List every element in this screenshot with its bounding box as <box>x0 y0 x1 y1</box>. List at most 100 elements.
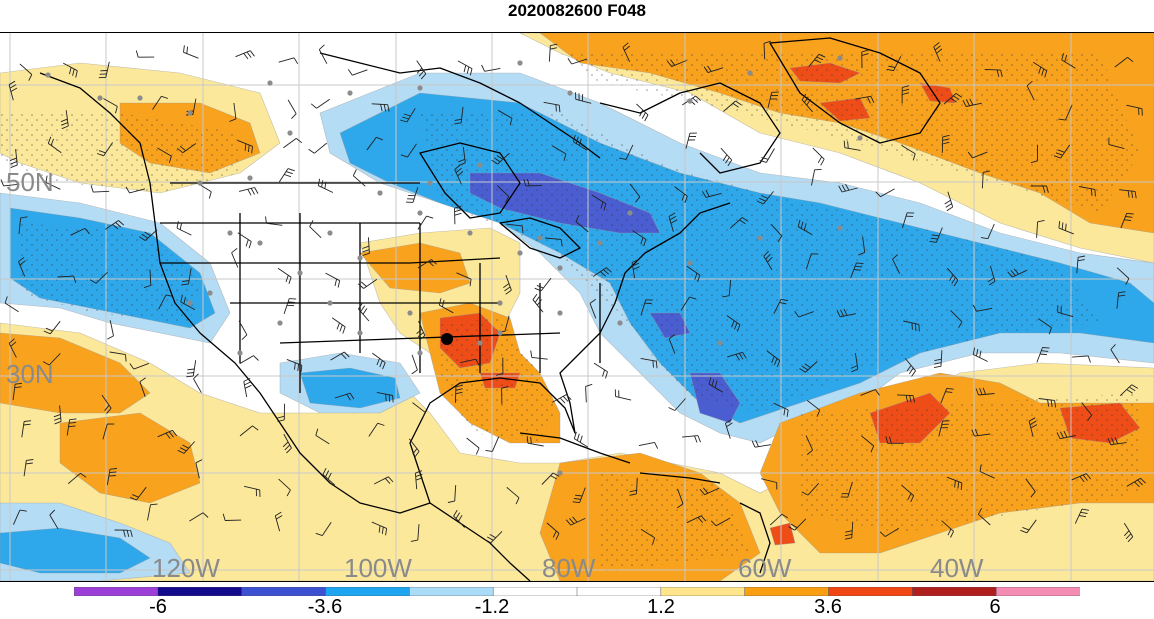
station-dot <box>327 300 333 306</box>
wind-barb <box>177 441 196 454</box>
wind-barb <box>23 459 34 477</box>
wind-barb <box>668 398 686 411</box>
wind-barb <box>971 429 991 437</box>
coastline <box>319 52 601 159</box>
wind-barb <box>686 265 701 282</box>
wind-barb <box>879 527 900 537</box>
map-canvas: 50N 30N 120W 100W 80W 60W 40W <box>0 33 1154 581</box>
wind-barb <box>1116 291 1126 309</box>
wind-barb <box>640 357 658 369</box>
wind-barb <box>850 353 859 373</box>
wind-barb <box>47 136 62 154</box>
colorbar-label-neg3-6: -3.6 <box>307 596 343 618</box>
wind-barb <box>1126 104 1143 116</box>
station-dot <box>857 135 863 141</box>
wind-barb <box>850 262 864 278</box>
station-dot <box>187 300 193 306</box>
wind-barb <box>901 85 910 104</box>
wind-barb <box>901 484 915 503</box>
wind-barb <box>496 185 510 203</box>
wind-barb <box>366 136 383 151</box>
wind-barb <box>368 422 385 437</box>
wind-barb <box>315 428 330 445</box>
wind-barb <box>129 362 149 370</box>
station-dot <box>627 210 633 216</box>
wind-barb <box>331 317 346 334</box>
wind-barb <box>875 188 895 198</box>
station-dot <box>277 320 283 326</box>
station-dot <box>687 260 693 266</box>
coastline-layer <box>39 37 941 581</box>
wind-barb <box>530 350 548 360</box>
wind-barb <box>756 191 774 205</box>
wind-barb <box>723 100 742 112</box>
wind-barb <box>1076 255 1086 274</box>
wind-barb <box>763 40 771 60</box>
wind-barb <box>769 513 789 526</box>
wind-barb <box>125 186 146 194</box>
wind-barb <box>152 95 169 110</box>
wind-barb <box>49 509 59 530</box>
wind-barb <box>1028 417 1038 437</box>
wind-barb <box>729 217 749 229</box>
wind-barb <box>751 440 771 448</box>
wind-barb <box>229 102 237 122</box>
coastline <box>160 257 501 264</box>
wind-barb <box>938 420 950 437</box>
wind-barb <box>631 259 640 279</box>
wind-barb <box>231 248 239 268</box>
wind-barb <box>414 470 423 490</box>
station-dot <box>517 250 523 256</box>
wind-barb <box>408 438 420 458</box>
wind-barb <box>9 149 18 169</box>
wind-barb <box>147 503 158 521</box>
chart-title: 2020082600 F048 <box>507 1 647 20</box>
wind-barb <box>481 64 501 72</box>
wind-barb <box>90 185 110 193</box>
wind-barb <box>43 320 61 335</box>
wind-barb <box>720 147 733 167</box>
station-dot <box>537 235 543 241</box>
wind-barb <box>686 515 707 524</box>
colorbar-swatch <box>995 587 1080 596</box>
wind-barb <box>1061 52 1076 69</box>
wind-barb <box>904 358 916 377</box>
wind-barb <box>454 164 464 185</box>
wind-barb <box>943 93 963 105</box>
wind-barb <box>685 132 697 149</box>
wind-barb <box>766 350 781 368</box>
wind-barb <box>972 347 988 362</box>
wind-barb <box>1072 355 1091 363</box>
wind-barb <box>114 529 133 538</box>
wind-barb <box>501 385 509 405</box>
wind-barb <box>979 464 995 479</box>
wind-barb <box>157 147 172 163</box>
wind-barb <box>376 391 394 403</box>
station-dot <box>347 90 353 96</box>
station-dot <box>327 230 333 236</box>
wind-barb <box>638 441 659 449</box>
wind-barb <box>158 294 173 310</box>
wind-barb <box>565 516 586 526</box>
wind-barb <box>454 384 463 403</box>
colorbar <box>74 587 1080 596</box>
wind-barb <box>67 472 87 484</box>
wind-barb <box>1119 189 1137 199</box>
wind-barb <box>239 425 259 437</box>
stipple-area <box>800 393 1140 533</box>
wind-barb <box>946 476 963 490</box>
wind-barb <box>18 257 26 277</box>
wind-barb <box>767 91 779 108</box>
station-dot <box>97 95 103 101</box>
wind-barb <box>801 482 820 496</box>
wind-barb <box>885 436 904 444</box>
lon-label-120w: 120W <box>152 553 220 581</box>
station-dot <box>45 72 51 78</box>
stipple-area <box>440 318 560 443</box>
wind-barb <box>12 382 23 401</box>
wind-barb <box>107 320 114 340</box>
wind-barb <box>410 524 420 542</box>
wind-barb <box>334 392 355 401</box>
wind-barb <box>1030 185 1049 193</box>
wind-barb <box>552 394 572 404</box>
